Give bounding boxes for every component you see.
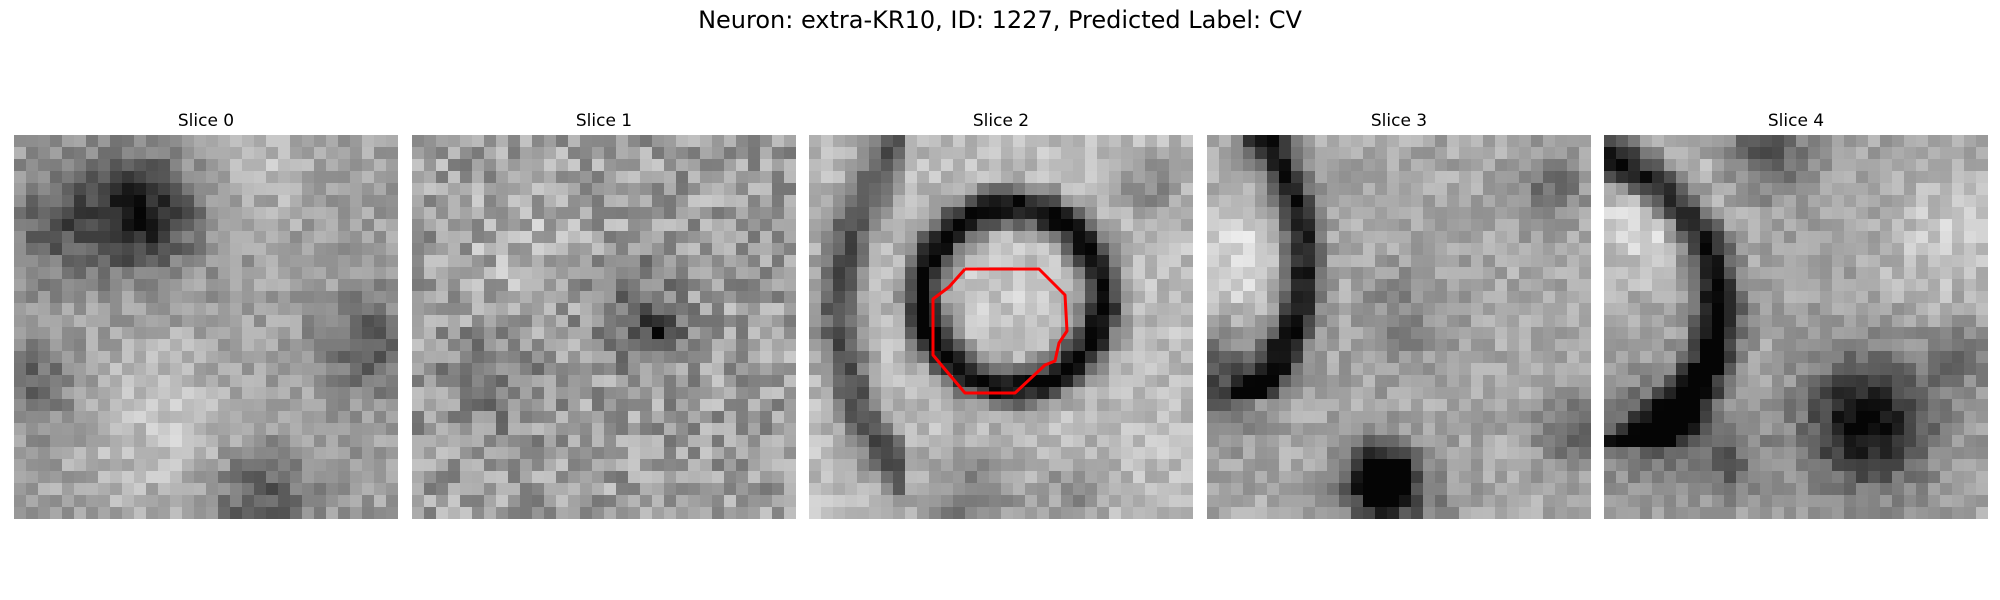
- slice-2-image: [809, 135, 1193, 519]
- panel-title-slice-0: Slice 0: [177, 111, 235, 131]
- figure-title: Neuron: extra-KR10, ID: 1227, Predicted …: [698, 6, 1302, 34]
- panel-title-slice-4: Slice 4: [1767, 111, 1825, 131]
- panel-title-slice-2: Slice 2: [972, 111, 1030, 131]
- slice-3-image: [1207, 135, 1591, 519]
- panel-title-slice-3: Slice 3: [1370, 111, 1428, 131]
- panel-title-slice-1: Slice 1: [575, 111, 633, 131]
- segmentation-contour: [931, 267, 1069, 395]
- slice-4-image: [1604, 135, 1988, 519]
- slice-1-image: [412, 135, 796, 519]
- slice-0-image: [14, 135, 398, 519]
